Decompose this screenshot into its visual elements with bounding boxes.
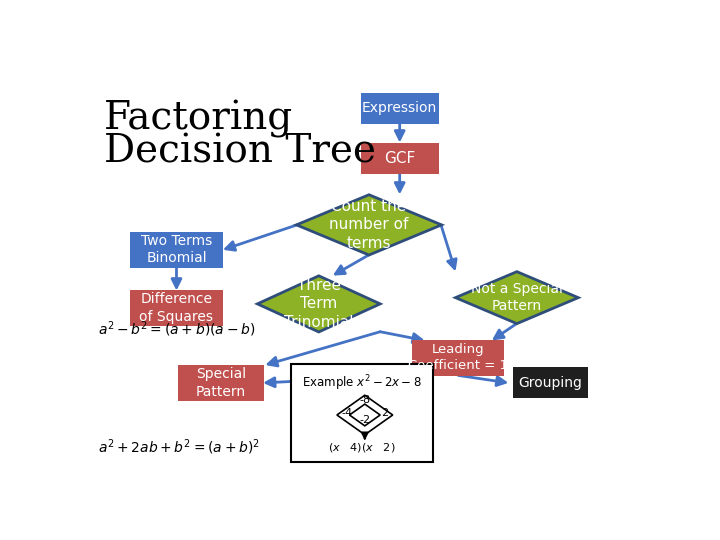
Text: Not a Special
Pattern: Not a Special Pattern	[471, 282, 563, 313]
Text: Grouping: Grouping	[518, 376, 582, 390]
FancyBboxPatch shape	[361, 143, 438, 174]
Text: 2: 2	[381, 408, 388, 418]
Text: -4: -4	[341, 408, 353, 418]
FancyBboxPatch shape	[130, 291, 222, 326]
FancyBboxPatch shape	[291, 364, 433, 462]
FancyBboxPatch shape	[513, 367, 588, 399]
Text: Leading
Coefficient = 1: Leading Coefficient = 1	[408, 343, 508, 373]
Polygon shape	[258, 276, 380, 332]
FancyBboxPatch shape	[130, 232, 222, 267]
Polygon shape	[349, 404, 380, 426]
Text: -8: -8	[359, 395, 370, 405]
FancyBboxPatch shape	[178, 365, 264, 401]
Text: Expression: Expression	[362, 102, 437, 116]
Polygon shape	[297, 195, 441, 255]
FancyBboxPatch shape	[413, 340, 504, 376]
Text: $(x\quad 4)(x\quad 2)$: $(x\quad 4)(x\quad 2)$	[328, 441, 396, 454]
Text: Difference
of Squares: Difference of Squares	[140, 292, 214, 323]
Polygon shape	[456, 272, 578, 323]
Text: Three
Term
Trinomial: Three Term Trinomial	[284, 278, 354, 330]
Text: Count the
number of
terms: Count the number of terms	[329, 199, 409, 251]
FancyBboxPatch shape	[361, 93, 438, 124]
Text: Decision Tree: Decision Tree	[104, 133, 376, 171]
Text: Example $x^2 - 2x - 8$: Example $x^2 - 2x - 8$	[302, 373, 422, 393]
Text: -2: -2	[359, 415, 370, 425]
Text: $a^2 - b^2 = (a+b)(a-b)$: $a^2 - b^2 = (a+b)(a-b)$	[99, 319, 256, 339]
Text: GCF: GCF	[384, 151, 415, 166]
Text: $a^2 + 2ab + b^2 = (a+b)^2$: $a^2 + 2ab + b^2 = (a+b)^2$	[99, 437, 261, 457]
Text: Factoring: Factoring	[104, 100, 293, 138]
Text: Special
Pattern: Special Pattern	[196, 367, 246, 399]
Text: Two Terms
Binomial: Two Terms Binomial	[141, 234, 212, 266]
Polygon shape	[337, 395, 392, 435]
